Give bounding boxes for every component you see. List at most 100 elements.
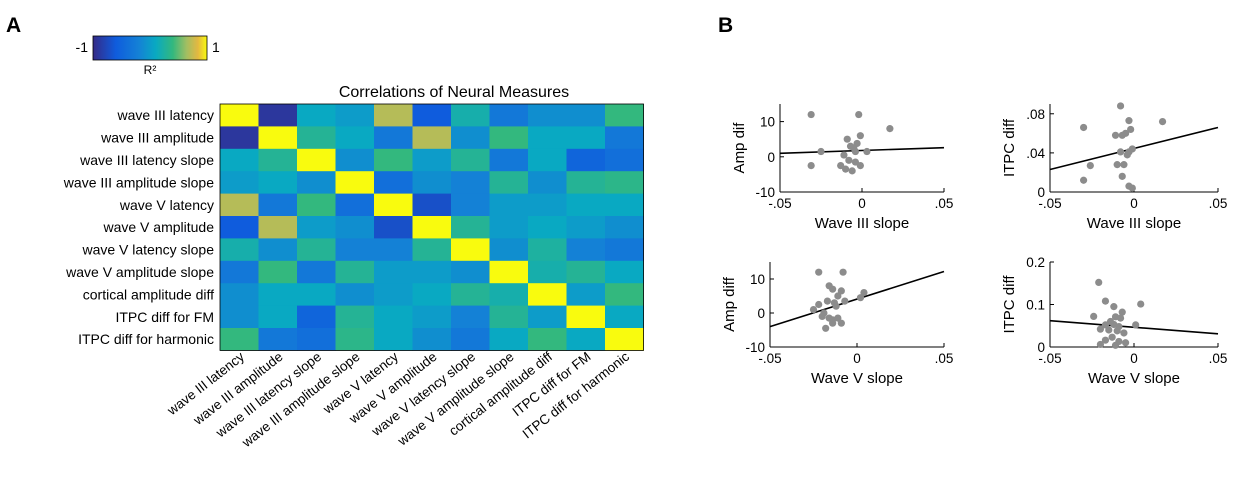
heatmap-cell bbox=[489, 126, 529, 150]
heatmap-cell bbox=[566, 104, 606, 127]
scatter-point bbox=[1122, 339, 1130, 347]
x-axis-label: Wave V slope bbox=[1088, 370, 1180, 387]
heatmap-cell bbox=[412, 126, 452, 150]
heatmap-cell bbox=[335, 104, 375, 127]
x-tick-label: 0 bbox=[858, 196, 866, 211]
x-tick-label: 0 bbox=[1130, 351, 1138, 366]
heatmap-row-label: wave V amplitude bbox=[102, 219, 214, 235]
heatmap-cell bbox=[412, 283, 452, 306]
x-axis-label: Wave V slope bbox=[811, 370, 903, 387]
heatmap-cell bbox=[335, 283, 375, 306]
fit-line bbox=[779, 146, 945, 155]
x-tick-label: -.05 bbox=[1038, 196, 1061, 211]
colorbar-gradient bbox=[92, 35, 208, 61]
scatter-point bbox=[843, 135, 851, 143]
heatmap-cell bbox=[489, 171, 529, 194]
heatmap-cell bbox=[374, 104, 413, 127]
heatmap-cell bbox=[258, 126, 298, 150]
heatmap-cell bbox=[605, 283, 644, 306]
heatmap-cell bbox=[489, 260, 529, 284]
heatmap-cell bbox=[335, 260, 375, 284]
scatter-point bbox=[1118, 172, 1126, 180]
scatter-point bbox=[1080, 123, 1088, 132]
scatter-point bbox=[1113, 327, 1121, 335]
x-tick-label: .05 bbox=[935, 351, 954, 366]
heatmap-cell bbox=[605, 216, 644, 239]
panel-letter-b: B bbox=[718, 14, 733, 37]
heatmap-cell bbox=[220, 328, 259, 351]
scatter-point bbox=[856, 132, 864, 140]
heatmap-cell bbox=[489, 328, 529, 351]
heatmap-cell bbox=[220, 193, 259, 217]
heatmap-cell bbox=[335, 216, 375, 239]
heatmap-cell bbox=[566, 305, 606, 329]
scatter-point bbox=[823, 297, 832, 305]
x-tick-label: 0 bbox=[853, 351, 861, 366]
heatmap-cell bbox=[451, 216, 490, 239]
heatmap-cell bbox=[297, 238, 336, 262]
heatmap-row-label: wave III amplitude bbox=[100, 130, 214, 146]
x-tick-label: .05 bbox=[1209, 351, 1228, 366]
heatmap-row-label: wave III latency bbox=[117, 107, 215, 123]
heatmap-cell bbox=[335, 305, 375, 329]
heatmap-cell bbox=[489, 193, 529, 217]
scatter-point bbox=[1123, 151, 1131, 159]
x-tick-label: -.05 bbox=[1038, 351, 1061, 366]
heatmap-cell bbox=[297, 193, 336, 217]
heatmap-row-label: ITPC diff for harmonic bbox=[78, 331, 214, 347]
heatmap-cell bbox=[528, 126, 567, 150]
scatter-point bbox=[886, 125, 894, 133]
scatter-point bbox=[856, 294, 865, 302]
scatter-point bbox=[817, 147, 825, 156]
heatmap-cell bbox=[528, 193, 567, 217]
heatmap-cell bbox=[297, 126, 336, 150]
y-tick-label: 0.2 bbox=[1026, 255, 1045, 270]
heatmap-cell bbox=[451, 283, 490, 306]
scatter-wave3-amp: -.05 0 .05 -10 0 10 Wave III slope Amp dif bbox=[731, 104, 953, 232]
heatmap-cell bbox=[528, 238, 567, 262]
heatmap-cell bbox=[297, 328, 336, 351]
scatter-point bbox=[834, 292, 842, 300]
scatter-point bbox=[846, 142, 855, 150]
heatmap-cell bbox=[489, 148, 529, 172]
heatmap-cell bbox=[605, 126, 644, 150]
heatmap-row-labels: wave III latency wave III amplitude wave I… bbox=[63, 107, 214, 347]
y-tick-label: 0 bbox=[757, 306, 765, 321]
scatter-point bbox=[1120, 161, 1128, 169]
scatter-point bbox=[1132, 321, 1140, 329]
heatmap-row-label: ITPC diff for FM bbox=[115, 309, 214, 325]
scatter-point bbox=[1128, 184, 1136, 192]
scatter-point bbox=[1127, 125, 1135, 134]
heatmap-cell bbox=[528, 148, 567, 172]
heatmap-cell bbox=[258, 148, 298, 172]
x-tick-label: -.05 bbox=[768, 196, 791, 211]
heatmap-cell bbox=[220, 305, 259, 329]
heatmap-cell bbox=[412, 238, 452, 262]
x-axis-label: Wave III slope bbox=[1087, 215, 1181, 232]
scatter-point bbox=[860, 289, 868, 297]
heatmap-cell bbox=[258, 171, 298, 194]
colorbar: -1 1 R² bbox=[76, 35, 220, 77]
y-axis-label: ITPC diff bbox=[1001, 275, 1018, 334]
scatter-point bbox=[815, 268, 823, 276]
scatter-point bbox=[1101, 336, 1110, 344]
scatter-point bbox=[1158, 118, 1167, 126]
scatter-point bbox=[829, 285, 837, 293]
heatmap-cell bbox=[220, 104, 259, 127]
heatmap-cell bbox=[528, 328, 567, 351]
scatter-point bbox=[1096, 325, 1104, 333]
heatmap-title: Correlations of Neural Measures bbox=[339, 84, 569, 101]
heatmap-cell bbox=[220, 171, 259, 194]
heatmap-cell bbox=[451, 193, 490, 217]
fit-line bbox=[769, 270, 945, 328]
heatmap-cell bbox=[605, 328, 644, 351]
y-tick-label: -10 bbox=[745, 340, 765, 355]
heatmap-cell bbox=[528, 216, 567, 239]
scatter-point bbox=[848, 167, 856, 175]
scatter-point bbox=[1137, 300, 1145, 308]
heatmap-cell bbox=[412, 305, 452, 329]
scatter-point bbox=[818, 312, 826, 320]
heatmap-cell bbox=[528, 283, 567, 306]
